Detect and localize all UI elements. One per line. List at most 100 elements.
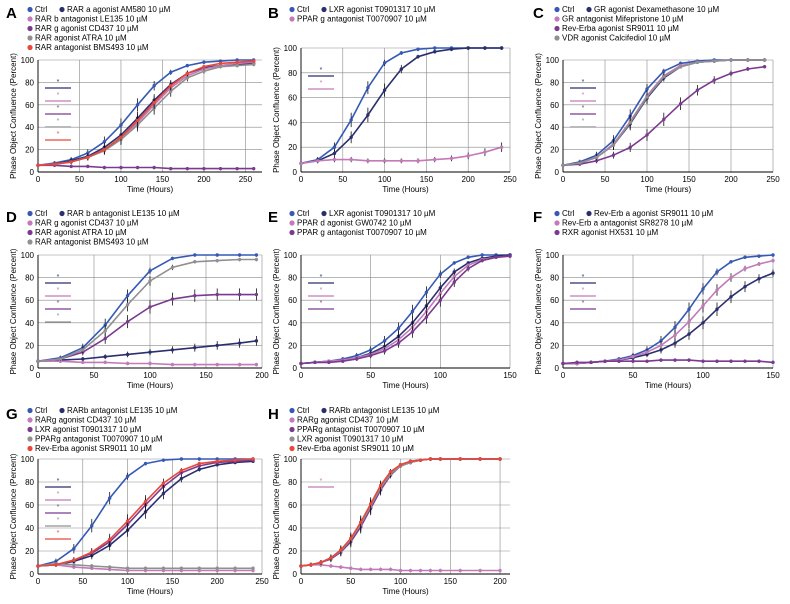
legend-label: LXR agonist T0901317 10 µM (35, 425, 142, 434)
series-4 (299, 254, 512, 366)
data-point (148, 361, 152, 366)
legend-label: LXR agonist T0901317 10 µM (297, 435, 404, 444)
data-point (715, 359, 719, 363)
x-tick-label: 150 (503, 371, 517, 380)
data-point (416, 159, 420, 163)
data-point (215, 292, 219, 297)
x-tick-label: 100 (640, 175, 654, 184)
data-point (418, 568, 423, 573)
legend-label: GR agonist Dexamethasone 10 µM (594, 5, 719, 14)
data-point (498, 457, 502, 461)
y-tick-label: 60 (550, 101, 559, 110)
data-point (237, 362, 242, 367)
data-point (673, 341, 677, 345)
series-line (38, 164, 254, 170)
y-axis-label: Phase Object Confluence (Percent) (534, 248, 543, 374)
series-line (37, 293, 257, 362)
data-point (125, 361, 130, 366)
x-tick-label: 250 (255, 577, 269, 586)
data-point (645, 133, 649, 137)
data-point (662, 69, 666, 73)
data-point (107, 537, 112, 542)
data-point (218, 61, 223, 66)
data-point (341, 359, 345, 363)
data-point (313, 360, 317, 365)
data-point (319, 560, 323, 565)
y-tick-label: 100 (284, 251, 298, 260)
y-tick-label: 60 (25, 501, 34, 510)
data-point (161, 491, 166, 496)
data-point (729, 295, 733, 299)
legend-label: PPAR g antagonist T0070907 10 µM (297, 15, 427, 24)
significance-star: * (582, 287, 585, 294)
x-tick-label: 0 (299, 371, 304, 380)
data-point (757, 254, 761, 258)
x-tick-label: 0 (561, 175, 566, 184)
data-point (589, 360, 593, 365)
x-tick-label: 0 (36, 371, 41, 380)
data-point (197, 467, 201, 472)
y-tick-label: 20 (288, 341, 297, 350)
data-point (662, 75, 666, 79)
significance-star: * (582, 105, 585, 112)
data-point (499, 145, 504, 149)
y-tick-label: 80 (288, 478, 297, 487)
y-axis-label: Phase Object Confluence (Percent) (9, 248, 18, 374)
y-tick-label: 80 (288, 69, 297, 78)
data-point (143, 566, 148, 570)
data-point (424, 290, 429, 294)
series-line (563, 272, 774, 365)
series-line (37, 340, 257, 362)
significance-star: * (320, 67, 323, 74)
y-tick-label: 100 (21, 455, 35, 464)
data-point (388, 469, 393, 474)
x-tick-label: 200 (724, 175, 738, 184)
data-point (197, 457, 201, 461)
legend-label: RARg agonist CD437 10 µM (297, 416, 398, 425)
data-point (254, 292, 259, 297)
legend-label: Ctrl (562, 209, 575, 218)
series-line (300, 458, 500, 567)
x-tick-label: 200 (197, 175, 211, 184)
data-point (466, 266, 470, 271)
data-point (687, 332, 691, 336)
significance-star: * (57, 504, 60, 511)
legend-marker (27, 16, 33, 22)
data-point (428, 568, 433, 573)
data-point (81, 360, 85, 365)
x-tick-label: 50 (346, 577, 355, 586)
data-point (215, 343, 219, 348)
legend-marker (27, 220, 33, 226)
data-point (452, 261, 456, 265)
data-point (687, 307, 691, 311)
data-point (771, 253, 775, 257)
data-point (179, 468, 184, 473)
data-point (90, 564, 94, 568)
legend-marker (321, 407, 327, 414)
data-point (695, 88, 700, 92)
data-point (251, 457, 255, 461)
legend-label: Rev-Erba agonist SR9011 10 µM (297, 444, 414, 453)
x-tick-label: 150 (199, 371, 213, 380)
data-point (197, 566, 201, 570)
data-point (299, 564, 303, 568)
data-point (678, 101, 683, 106)
x-tick-label: 50 (90, 371, 99, 380)
data-point (368, 502, 373, 506)
data-point (252, 62, 256, 67)
data-point (368, 348, 373, 352)
panel-letter: G (6, 406, 18, 423)
x-tick-label: 50 (601, 175, 610, 184)
data-point (237, 341, 242, 345)
data-point (480, 258, 484, 263)
data-point (36, 564, 40, 568)
legend-marker (27, 445, 33, 452)
data-point (81, 357, 85, 361)
data-point (449, 156, 454, 161)
significance-star: * (57, 478, 60, 485)
x-tick-label: 0 (299, 175, 304, 184)
data-point (438, 298, 443, 302)
data-point (193, 345, 197, 350)
